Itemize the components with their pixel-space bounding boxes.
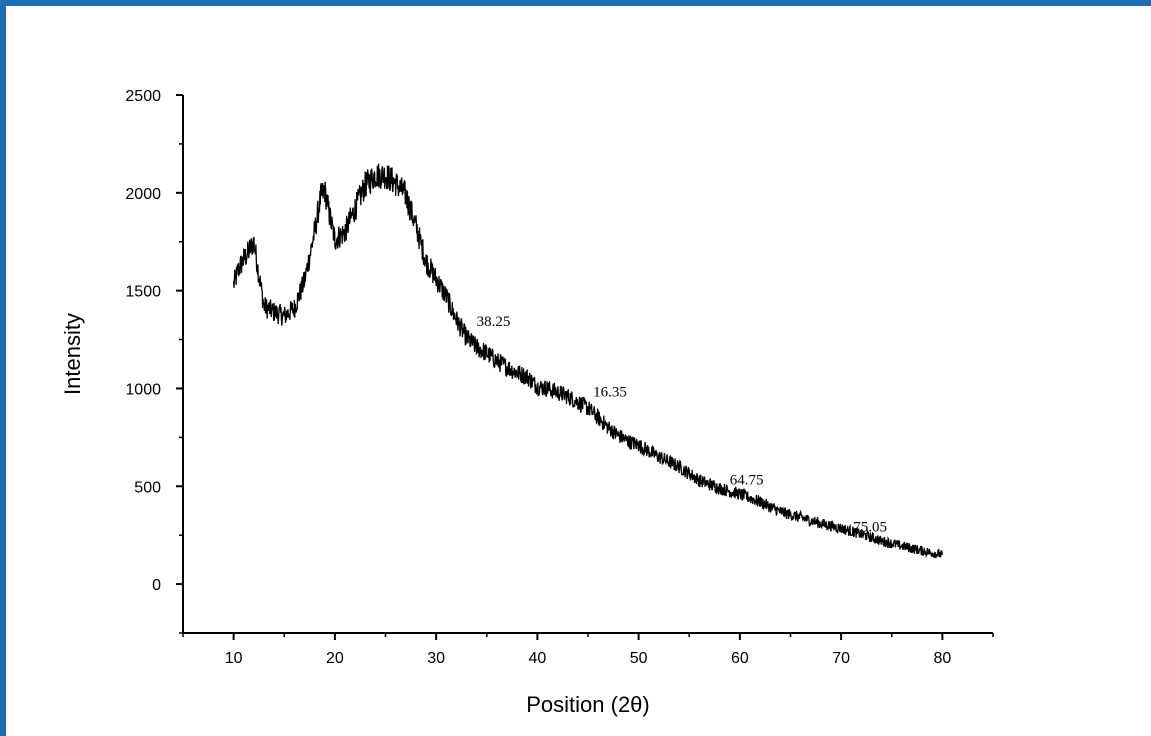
y-tick-label: 2000 xyxy=(125,186,161,203)
y-tick-label: 500 xyxy=(134,479,161,496)
y-tick-label: 1000 xyxy=(125,381,161,398)
x-tick-label: 60 xyxy=(731,650,749,667)
chart-axes xyxy=(182,95,993,634)
chart-annotations: 38.25 16.35 64.75 75.05 xyxy=(477,314,887,535)
y-tick-label: 2500 xyxy=(125,88,161,105)
x-axis-title: Position (2θ) xyxy=(526,692,650,717)
y-tick-label: 0 xyxy=(152,577,161,594)
x-tick-label: 40 xyxy=(528,650,546,667)
x-tick-label: 10 xyxy=(225,650,243,667)
xrd-series-line xyxy=(232,163,944,559)
x-tick-label: 30 xyxy=(427,650,445,667)
chart-ticks: 10 20 30 40 50 60 70 80 0 500 1000 1500 2000 2500 xyxy=(125,88,994,667)
y-tick-label: 1500 xyxy=(125,284,161,301)
x-tick-label: 50 xyxy=(630,650,648,667)
y-axis-title: Intensity xyxy=(60,313,85,395)
peak-annotation: 64.75 xyxy=(730,472,764,488)
peak-annotation: 75.05 xyxy=(853,519,887,535)
chart-series xyxy=(232,163,944,559)
peak-annotation: 16.35 xyxy=(593,384,627,400)
x-tick-label: 70 xyxy=(832,650,850,667)
x-tick-label: 20 xyxy=(326,650,344,667)
peak-annotation: 38.25 xyxy=(477,314,511,330)
x-tick-label: 80 xyxy=(933,650,951,667)
